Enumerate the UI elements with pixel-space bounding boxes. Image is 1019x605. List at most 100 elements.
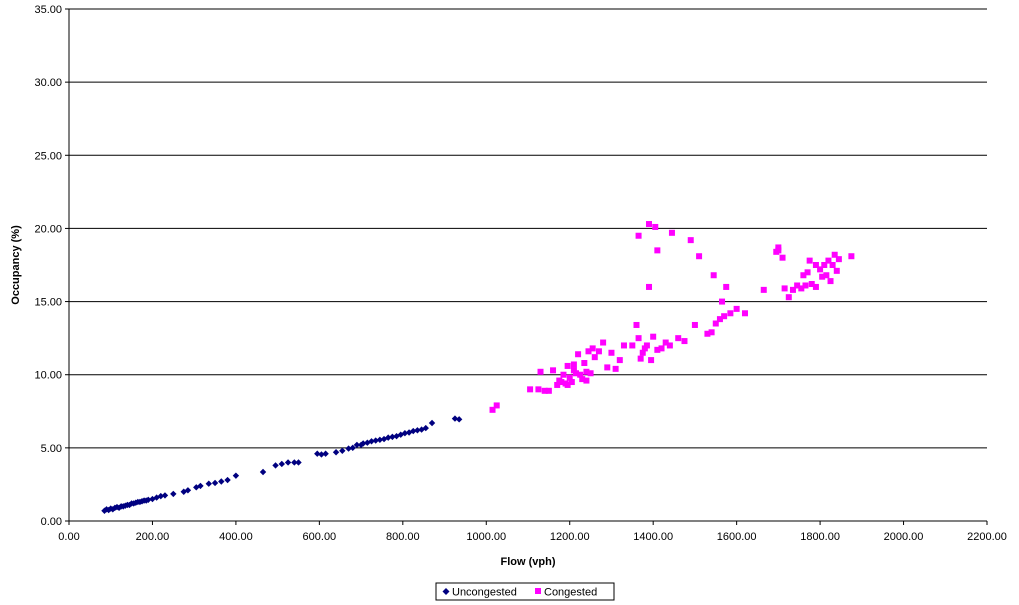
congested-point	[831, 251, 838, 258]
congested-point	[612, 365, 619, 372]
congested-point	[833, 267, 840, 274]
congested-point	[804, 269, 811, 276]
congested-point	[675, 335, 682, 342]
uncongested-point	[401, 430, 409, 437]
uncongested-point	[157, 492, 164, 500]
x-tick-label: 1600.00	[717, 531, 757, 543]
x-axis-title: Flow (vph)	[501, 556, 556, 568]
congested-point	[572, 370, 579, 377]
y-tick-labels: 0.00 5.00 10.00 15.00 20.00 25.00 30.00 35.00	[34, 4, 69, 528]
uncongested-point	[376, 436, 384, 444]
uncongested-point	[232, 472, 240, 479]
congested-point	[587, 370, 594, 377]
x-tick-label: 800.00	[386, 531, 420, 543]
congested-point	[794, 282, 801, 289]
congested-point	[687, 237, 694, 244]
congested-point	[583, 368, 590, 375]
congested-point	[583, 377, 590, 384]
congested-point	[848, 253, 855, 260]
congested-point	[577, 371, 584, 378]
congested-point	[681, 338, 688, 345]
congested-point	[652, 223, 659, 230]
congested-point	[554, 381, 561, 388]
uncongested-point	[180, 488, 187, 495]
congested-point	[646, 283, 653, 290]
congested-point	[654, 247, 661, 254]
congested-point	[798, 285, 805, 292]
uncongested-point	[284, 459, 292, 466]
uncongested-point	[410, 427, 417, 435]
congested-point	[808, 281, 815, 288]
congested-point	[821, 262, 828, 268]
uncongested-point	[272, 462, 279, 469]
uncongested-point	[368, 438, 375, 445]
uncongested-point	[422, 424, 429, 432]
uncongested-point	[291, 459, 298, 466]
congested-point	[566, 374, 573, 381]
congested-point	[600, 339, 607, 346]
y-tick-label: 20.00	[34, 223, 62, 235]
congested-point	[819, 273, 826, 280]
uncongested-point	[385, 434, 392, 441]
congested-point	[781, 285, 788, 292]
congested-point	[662, 339, 669, 346]
congested-point	[741, 310, 748, 317]
congested-point	[489, 406, 496, 413]
x-tick-label: 1800.00	[800, 531, 840, 543]
congested-point	[608, 349, 615, 356]
congested-point	[733, 305, 740, 312]
congested-point	[654, 346, 661, 353]
congested-point	[545, 387, 552, 394]
uncongested-point	[451, 415, 459, 422]
uncongested-point	[211, 479, 219, 487]
x-tick-label: 200.00	[136, 531, 170, 543]
y-tick-label: 5.00	[41, 443, 62, 455]
legend-marker-uncongested	[442, 588, 450, 595]
congested-point	[775, 247, 782, 254]
x-tick-label: 600.00	[303, 531, 337, 543]
congested-point	[712, 320, 719, 327]
congested-point	[564, 362, 571, 369]
y-tick-label: 0.00	[41, 516, 62, 528]
y-tick-label: 30.00	[34, 77, 62, 89]
congested-point	[591, 354, 598, 361]
congested-point	[696, 253, 703, 260]
congested-point	[589, 345, 596, 352]
uncongested-point	[428, 419, 436, 427]
congested-point	[708, 329, 715, 336]
congested-point	[835, 256, 842, 263]
legend-marker-congested	[535, 588, 541, 594]
uncongested-point	[359, 440, 367, 447]
uncongested-point	[197, 482, 204, 490]
congested-point	[704, 330, 711, 337]
congested-point	[541, 387, 548, 394]
congested-point	[558, 379, 565, 386]
uncongested-point	[184, 487, 192, 494]
congested-point	[648, 357, 655, 364]
congested-point	[721, 313, 728, 320]
congested-point	[535, 386, 542, 393]
legend-label-congested: Congested	[544, 587, 597, 599]
uncongested-point	[349, 444, 356, 452]
congested-point	[564, 381, 571, 388]
congested-point	[629, 342, 636, 349]
congested-point	[668, 229, 675, 236]
congested-point	[829, 262, 836, 268]
congested-point	[635, 335, 642, 342]
congested-point	[691, 321, 698, 328]
congested-point	[579, 376, 586, 383]
congested-point	[800, 272, 807, 279]
uncongested-point	[314, 450, 321, 457]
congested-point	[650, 333, 657, 340]
uncongested-point	[322, 450, 329, 457]
x-tick-label: 1000.00	[466, 531, 506, 543]
congested-point	[719, 298, 726, 305]
congested-point	[620, 342, 627, 349]
uncongested-point	[218, 478, 225, 485]
congested-point	[537, 368, 544, 375]
congested-point	[604, 364, 611, 371]
congested-point	[493, 402, 500, 409]
uncongested-point	[455, 416, 463, 423]
congested-point	[760, 286, 767, 293]
